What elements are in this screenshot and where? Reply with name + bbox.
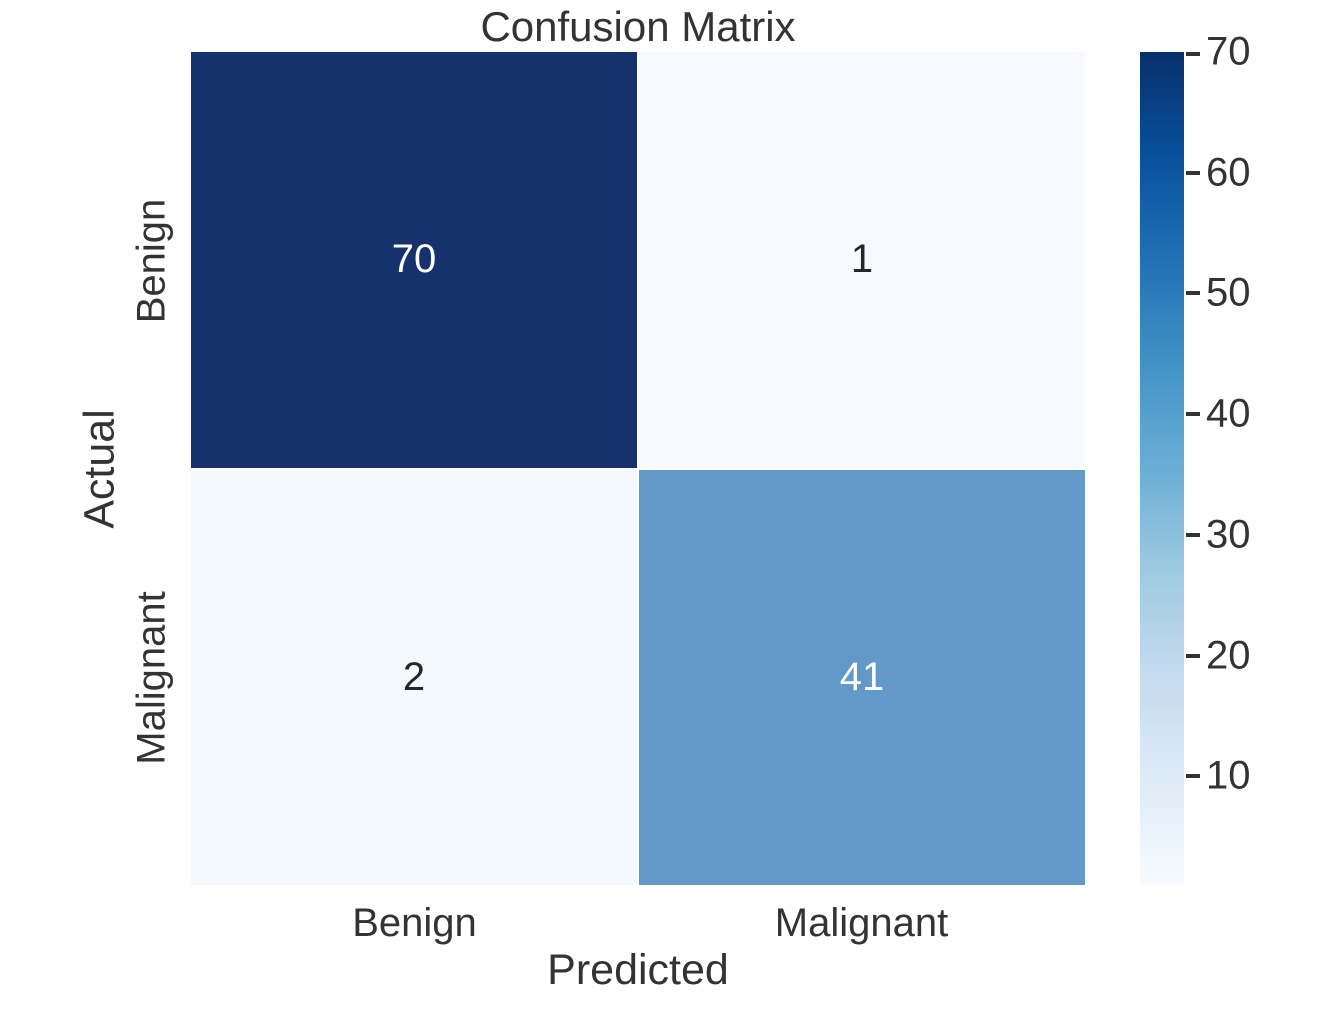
heatmap-cell-malignant-malignant: 41 xyxy=(639,469,1085,885)
colorbar-tick-mark xyxy=(1186,291,1200,296)
x-axis-label: Predicted xyxy=(547,946,729,994)
colorbar-tick-label: 10 xyxy=(1206,753,1251,798)
colorbar-gradient xyxy=(1140,52,1184,885)
colorbar-tick-mark xyxy=(1186,170,1200,175)
colorbar-tick-label: 60 xyxy=(1206,150,1251,195)
colorbar-tick-label: 40 xyxy=(1206,391,1251,436)
heatmap-cell-benign-benign: 70 xyxy=(191,52,637,468)
colorbar-tick-mark xyxy=(1186,653,1200,658)
x-tick-labels: Benign Malignant xyxy=(191,901,1085,946)
colorbar-tick-label: 50 xyxy=(1206,270,1251,315)
x-tick-label-malignant: Malignant xyxy=(774,901,949,945)
heatmap-grid: 70 1 2 41 xyxy=(191,52,1085,885)
colorbar-tick-mark xyxy=(1186,532,1200,537)
heatmap-cell-benign-malignant: 1 xyxy=(639,52,1085,468)
y-tick-label-malignant: Malignant xyxy=(129,591,174,765)
colorbar-tick-label: 30 xyxy=(1206,512,1251,557)
y-axis-label: Actual xyxy=(75,409,124,529)
x-tick-label-benign: Benign xyxy=(352,901,477,945)
heatmap-cell-malignant-benign: 2 xyxy=(191,469,637,885)
colorbar-tick-mark xyxy=(1186,52,1200,56)
colorbar-tick-label: 20 xyxy=(1206,633,1251,678)
y-tick-label-benign: Benign xyxy=(129,198,174,324)
colorbar-tick-mark xyxy=(1186,774,1200,779)
chart-title: Confusion Matrix xyxy=(480,3,796,50)
colorbar-tick-mark xyxy=(1186,412,1200,417)
colorbar-tick-label: 70 xyxy=(1206,29,1251,74)
colorbar: 10 20 30 40 50 60 70 xyxy=(1140,30,1251,885)
